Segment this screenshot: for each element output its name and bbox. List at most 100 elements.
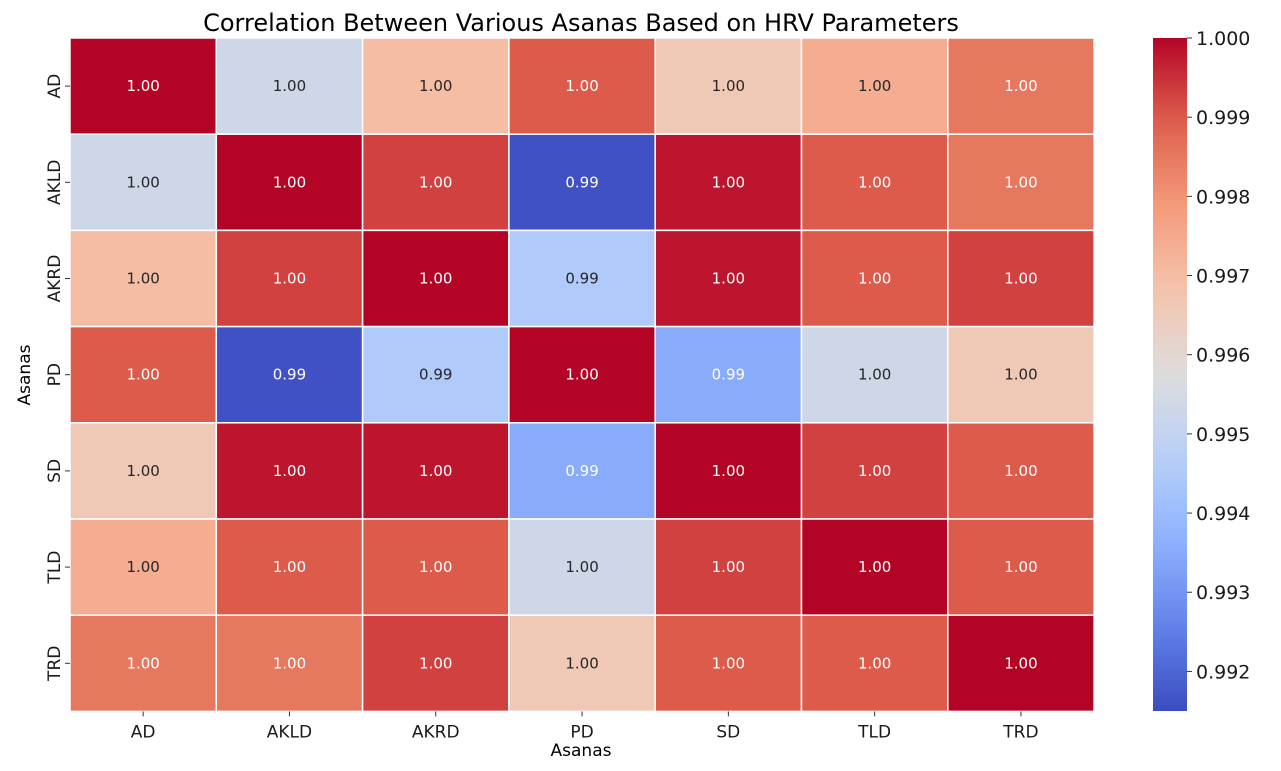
x-tick-label: AKLD bbox=[267, 722, 312, 742]
heatmap-cells: 1.00 1.00 1.00 1.00 1.00 1.00 1.00 1.00 1.00 1.00… bbox=[69, 37, 1095, 713]
heatmap-cell bbox=[947, 518, 1095, 616]
cell-value-label: 1.00 bbox=[126, 270, 159, 288]
y-tick-label: TRD bbox=[45, 646, 65, 682]
colorbar-tick-label: 0.992 bbox=[1196, 661, 1250, 683]
heatmap-cell bbox=[69, 422, 218, 520]
heatmap-cell bbox=[215, 518, 364, 616]
colorbar-tick-label: 0.999 bbox=[1196, 107, 1250, 129]
cell-value-label: 1.00 bbox=[126, 462, 159, 480]
cell-value-label: 0.99 bbox=[565, 462, 598, 480]
cell-value-label: 0.99 bbox=[565, 270, 598, 288]
cell-value-label: 1.00 bbox=[858, 654, 891, 672]
heatmap-cell bbox=[215, 37, 364, 135]
x-axis-label: Asanas bbox=[551, 741, 612, 761]
cell-value-label: 1.00 bbox=[273, 77, 306, 95]
heatmap-cell bbox=[69, 37, 218, 135]
heatmap-cell bbox=[654, 37, 803, 135]
y-tick-label: AD bbox=[45, 74, 65, 99]
heatmap-cell bbox=[69, 325, 218, 424]
cell-value-label: 1.00 bbox=[1004, 654, 1037, 672]
cell-value-label: 1.00 bbox=[858, 462, 891, 480]
heatmap-cell bbox=[361, 37, 510, 135]
cell-value-label: 1.00 bbox=[565, 77, 598, 95]
y-axis-ticks: AD AKLD AKRD PD SD TLD TRD bbox=[45, 74, 70, 682]
cell-value-label: 1.00 bbox=[712, 270, 745, 288]
cell-value-label: 1.00 bbox=[1004, 173, 1037, 191]
cell-value-label: 1.00 bbox=[419, 173, 452, 191]
y-axis-label: Asanas bbox=[15, 344, 35, 405]
cell-value-label: 1.00 bbox=[712, 654, 745, 672]
cell-value-label: 1.00 bbox=[126, 77, 159, 95]
heatmap-cell bbox=[947, 614, 1095, 713]
cell-value-label: 1.00 bbox=[419, 654, 452, 672]
heatmap-cell bbox=[947, 133, 1095, 232]
heatmap-cell bbox=[69, 518, 218, 616]
heatmap-cell bbox=[508, 614, 656, 713]
heatmap-cell bbox=[361, 518, 510, 616]
cell-value-label: 1.00 bbox=[419, 77, 452, 95]
cell-value-label: 1.00 bbox=[419, 558, 452, 576]
cell-value-label: 0.99 bbox=[419, 366, 452, 384]
colorbar-tick-label: 0.997 bbox=[1196, 266, 1250, 288]
heatmap-cell bbox=[947, 325, 1095, 424]
cell-value-label: 0.99 bbox=[273, 366, 306, 384]
cell-value-label: 1.00 bbox=[858, 173, 891, 191]
cell-value-label: 1.00 bbox=[419, 270, 452, 288]
heatmap-cell bbox=[800, 229, 949, 328]
y-tick-label: TLD bbox=[45, 551, 65, 585]
cell-value-label: 1.00 bbox=[858, 558, 891, 576]
colorbar-ticks: 0.992 0.993 0.994 0.995 0.996 0.997 0.998 0.999… bbox=[1187, 28, 1250, 683]
heatmap-cell bbox=[654, 614, 803, 713]
colorbar-tick-label: 0.994 bbox=[1196, 503, 1250, 525]
colorbar-tick-label: 1.000 bbox=[1196, 28, 1250, 50]
cell-value-label: 1.00 bbox=[126, 366, 159, 384]
y-tick-label: AKRD bbox=[45, 255, 65, 303]
cell-value-label: 1.00 bbox=[273, 173, 306, 191]
heatmap-cell bbox=[361, 614, 510, 713]
heatmap-cell bbox=[361, 229, 510, 328]
heatmap-cell bbox=[361, 422, 510, 520]
cell-value-label: 1.00 bbox=[273, 558, 306, 576]
heatmap-cell bbox=[508, 37, 656, 135]
y-tick-label: AKLD bbox=[45, 160, 65, 205]
colorbar-tick-label: 0.995 bbox=[1196, 424, 1250, 446]
cell-value-label: 0.99 bbox=[712, 366, 745, 384]
cell-value-label: 1.00 bbox=[1004, 77, 1037, 95]
cell-value-label: 1.00 bbox=[565, 558, 598, 576]
heatmap-cell bbox=[361, 133, 510, 232]
cell-value-label: 1.00 bbox=[712, 462, 745, 480]
cell-value-label: 1.00 bbox=[858, 270, 891, 288]
x-tick-label: PD bbox=[570, 722, 593, 742]
heatmap-cell bbox=[508, 325, 656, 424]
heatmap-cell bbox=[800, 133, 949, 232]
cell-value-label: 1.00 bbox=[126, 654, 159, 672]
cell-value-label: 1.00 bbox=[858, 366, 891, 384]
colorbar bbox=[1153, 38, 1187, 711]
heatmap-cell bbox=[508, 518, 656, 616]
cell-value-label: 1.00 bbox=[126, 173, 159, 191]
cell-value-label: 1.00 bbox=[273, 654, 306, 672]
y-tick-label: SD bbox=[45, 459, 65, 483]
heatmap-cell bbox=[508, 229, 656, 328]
cell-value-label: 1.00 bbox=[1004, 366, 1037, 384]
cell-value-label: 1.00 bbox=[1004, 558, 1037, 576]
heatmap-cell bbox=[947, 229, 1095, 328]
x-tick-label: AKRD bbox=[412, 722, 460, 742]
x-tick-label: AD bbox=[131, 722, 156, 742]
x-axis-ticks: AD AKLD AKRD PD SD TLD TRD bbox=[131, 711, 1039, 742]
colorbar-tick-label: 0.998 bbox=[1196, 186, 1250, 208]
heatmap-cell bbox=[947, 422, 1095, 520]
cell-value-label: 1.00 bbox=[1004, 270, 1037, 288]
cell-value-label: 1.00 bbox=[419, 462, 452, 480]
heatmap-cell bbox=[654, 133, 803, 232]
cell-value-label: 1.00 bbox=[565, 654, 598, 672]
cell-value-label: 1.00 bbox=[565, 366, 598, 384]
heatmap-cell bbox=[654, 229, 803, 328]
cell-value-label: 1.00 bbox=[858, 77, 891, 95]
heatmap-cell bbox=[800, 614, 949, 713]
heatmap-cell bbox=[215, 229, 364, 328]
heatmap-cell bbox=[800, 325, 949, 424]
y-tick-label: PD bbox=[45, 363, 65, 386]
colorbar-tick-label: 0.996 bbox=[1196, 345, 1250, 367]
